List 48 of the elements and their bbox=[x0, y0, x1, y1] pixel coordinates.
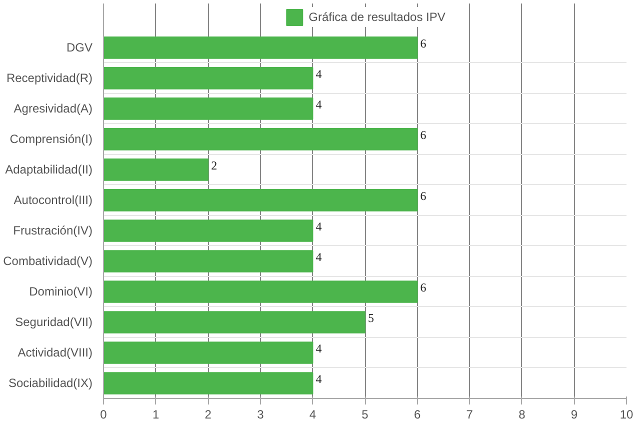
data-label: 2 bbox=[211, 158, 218, 173]
data-label: 4 bbox=[316, 250, 322, 264]
x-tick-label: 1 bbox=[152, 408, 160, 422]
data-label: 4 bbox=[316, 67, 322, 82]
bar bbox=[104, 220, 314, 242]
bar bbox=[104, 189, 418, 212]
y-tick-label: Combatividad(V) bbox=[3, 254, 93, 268]
data-label: 6 bbox=[420, 128, 426, 142]
legend-label: Gráfica de resultados IPV bbox=[308, 10, 446, 24]
data-label: 4 bbox=[316, 372, 322, 386]
y-tick-label: Receptividad(R) bbox=[6, 71, 93, 86]
x-tick-label: 2 bbox=[204, 408, 212, 422]
y-tick-label: Actividad(VIII) bbox=[18, 346, 93, 360]
x-tick-label: 7 bbox=[466, 408, 474, 422]
data-label: 6 bbox=[420, 36, 426, 51]
bar bbox=[104, 372, 314, 394]
y-tick-label: Agresividad(A) bbox=[14, 102, 93, 116]
bar bbox=[104, 342, 314, 364]
x-tick-label: 0 bbox=[100, 408, 108, 422]
bar bbox=[104, 280, 418, 303]
y-tick-label: Seguridad(VII) bbox=[15, 315, 93, 330]
y-tick-label: Sociabilidad(IX) bbox=[8, 376, 93, 390]
bar bbox=[104, 311, 366, 334]
bar bbox=[104, 158, 209, 181]
x-tick-label: 9 bbox=[570, 408, 578, 422]
y-tick-label: Dominio(VI) bbox=[29, 284, 93, 299]
x-tick-label: 5 bbox=[362, 408, 369, 422]
bar bbox=[104, 98, 314, 120]
bar bbox=[104, 128, 418, 150]
y-tick-label: DGV bbox=[66, 40, 93, 55]
y-tick-label: Autocontrol(III) bbox=[14, 193, 93, 208]
x-tick-label: 4 bbox=[309, 408, 316, 422]
y-tick-label: Adaptabilidad(II) bbox=[5, 162, 93, 177]
x-tick-label: 10 bbox=[620, 408, 634, 422]
x-tick-label: 6 bbox=[414, 408, 421, 422]
data-label: 6 bbox=[420, 189, 426, 204]
x-tick-label: 3 bbox=[257, 408, 264, 422]
x-tick-label: 8 bbox=[518, 408, 526, 422]
bar bbox=[104, 250, 314, 272]
data-label: 4 bbox=[316, 342, 322, 356]
data-label: 6 bbox=[420, 280, 426, 295]
bar bbox=[104, 36, 418, 59]
data-label: 5 bbox=[368, 311, 374, 326]
y-tick-label: Frustración(IV) bbox=[13, 224, 93, 238]
bar bbox=[104, 67, 314, 90]
y-tick-label: Comprensión(I) bbox=[10, 132, 93, 146]
data-label: 4 bbox=[316, 220, 322, 234]
data-label: 4 bbox=[316, 98, 322, 112]
